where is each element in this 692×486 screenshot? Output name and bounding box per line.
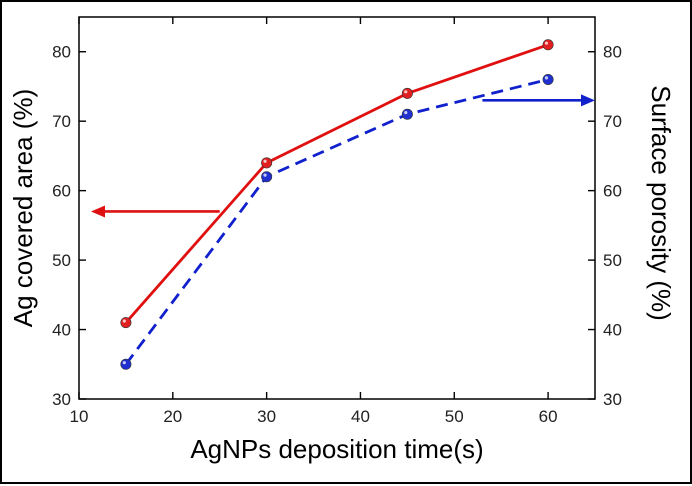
y-tick-label: 30	[52, 390, 71, 409]
data-point	[120, 358, 132, 370]
y2-tick-label: 40	[603, 321, 622, 340]
x-tick-label: 60	[539, 407, 558, 426]
x-tick-label: 30	[257, 407, 276, 426]
data-point	[401, 108, 413, 120]
y2-tick-label: 30	[603, 390, 622, 409]
x-tick-label: 20	[163, 407, 182, 426]
data-point-highlight	[404, 90, 408, 94]
data-point	[261, 157, 273, 169]
data-point	[542, 39, 554, 51]
x-axis-title: AgNPs deposition time(s)	[190, 434, 483, 464]
y-tick-label: 60	[52, 182, 71, 201]
y-axis-title: Ag covered area (%)	[8, 89, 38, 327]
data-point-highlight	[544, 41, 549, 45]
ticks-layer: 10 20 30 40 50 60 30 40 50 60 70 80 30 40 50 60 70 80	[52, 17, 622, 426]
data-point	[120, 317, 132, 329]
data-point-highlight	[263, 159, 267, 163]
y2-tick-label: 70	[603, 112, 622, 131]
x-tick-label: 50	[445, 407, 464, 426]
y-tick-label: 80	[52, 43, 71, 62]
y2-tick-label: 50	[603, 251, 622, 270]
y2-tick-label: 80	[603, 43, 622, 62]
y2-tick-label: 60	[603, 182, 622, 201]
data-point	[261, 171, 273, 183]
left-axis-arrowhead	[91, 205, 105, 218]
y-tick-label: 50	[52, 251, 71, 270]
y2-axis-title: Surface porosity (%)	[646, 85, 676, 321]
data-point-highlight	[404, 111, 408, 115]
series-layer	[120, 39, 554, 370]
series-line-1	[124, 78, 549, 366]
data-point-highlight	[544, 76, 549, 80]
y-tick-label: 70	[52, 112, 71, 131]
data-point	[401, 87, 413, 99]
data-point-highlight	[122, 319, 126, 323]
plot-frame	[78, 16, 596, 400]
x-tick-label: 40	[351, 407, 370, 426]
series-line-0	[124, 43, 549, 324]
x-tick-label: 10	[70, 407, 89, 426]
right-axis-arrowhead	[581, 94, 595, 107]
data-point-highlight	[122, 361, 126, 365]
data-point-highlight	[263, 173, 267, 177]
annotation-layer	[91, 94, 595, 218]
y-tick-label: 40	[52, 321, 71, 340]
data-point	[542, 74, 554, 86]
